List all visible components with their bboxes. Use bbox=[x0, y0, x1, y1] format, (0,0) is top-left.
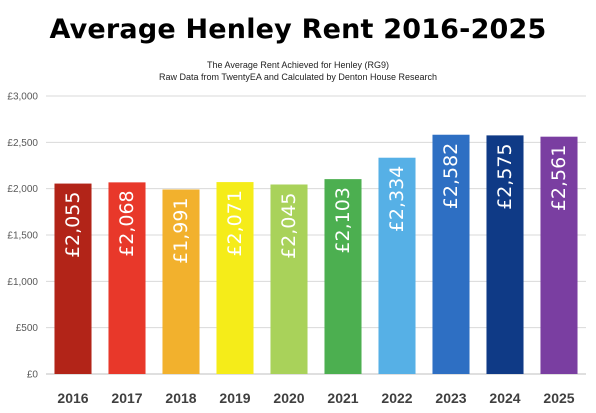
bar-2020 bbox=[270, 184, 308, 374]
x-tick-label: 2016 bbox=[57, 390, 88, 406]
bar-2025 bbox=[540, 136, 578, 374]
data-label: £2,071 bbox=[224, 190, 246, 256]
data-label: £2,575 bbox=[494, 143, 516, 209]
y-tick-label: £0 bbox=[27, 370, 39, 381]
y-tick-label: £500 bbox=[16, 323, 39, 334]
y-axis: £0 £500 £1,000 £1,500 £2,000 £2,500 £3,000 bbox=[7, 92, 38, 381]
y-tick-label: £1,000 bbox=[7, 277, 38, 288]
x-axis: 2016 2017 2018 2019 2020 2021 2022 2023 2024 2025 bbox=[57, 390, 574, 406]
x-tick-label: 2023 bbox=[435, 390, 466, 406]
bar-2019 bbox=[216, 182, 254, 374]
bar-2017 bbox=[108, 182, 146, 374]
y-tick-label: £2,000 bbox=[7, 184, 38, 195]
chart-subtitle-1: The Average Rent Achieved for Henley (RG… bbox=[207, 60, 389, 70]
data-label: £2,055 bbox=[62, 192, 84, 258]
data-label: £1,991 bbox=[170, 198, 192, 264]
x-tick-label: 2025 bbox=[543, 390, 574, 406]
bar-2024 bbox=[486, 135, 524, 374]
data-label: £2,582 bbox=[440, 143, 462, 209]
bar-2016 bbox=[54, 183, 92, 374]
x-tick-label: 2022 bbox=[381, 390, 412, 406]
bar-2021 bbox=[324, 179, 362, 374]
x-tick-label: 2019 bbox=[219, 390, 250, 406]
data-label: £2,068 bbox=[116, 190, 138, 256]
bar-2018 bbox=[162, 189, 200, 374]
x-tick-label: 2018 bbox=[165, 390, 196, 406]
y-tick-label: £2,500 bbox=[7, 138, 38, 149]
y-tick-label: £1,500 bbox=[7, 231, 38, 242]
chart-subtitle-2: Raw Data from TwentyEA and Calculated by… bbox=[159, 72, 437, 82]
x-tick-label: 2020 bbox=[273, 390, 304, 406]
bar-2022 bbox=[378, 157, 416, 374]
chart-title: Average Henley Rent 2016-2025 bbox=[49, 14, 547, 45]
data-label: £2,334 bbox=[386, 166, 408, 232]
x-tick-label: 2021 bbox=[327, 390, 358, 406]
data-label: £2,103 bbox=[332, 187, 354, 253]
bars: £2,055 £2,068 £1,991 £2,071 £2,045 £2,103 £2,3… bbox=[54, 134, 578, 374]
y-tick-label: £3,000 bbox=[7, 92, 38, 103]
x-tick-label: 2024 bbox=[489, 390, 520, 406]
data-label: £2,045 bbox=[278, 192, 300, 258]
data-label: £2,561 bbox=[548, 145, 570, 211]
bar-2023 bbox=[432, 134, 470, 374]
x-tick-label: 2017 bbox=[111, 390, 142, 406]
